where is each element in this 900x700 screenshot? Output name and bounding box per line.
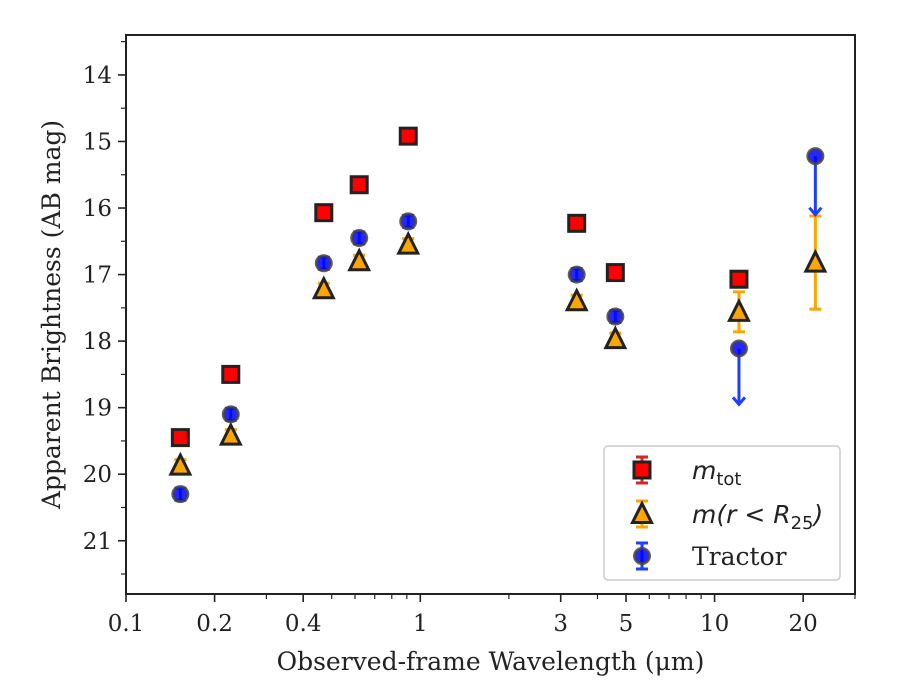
data-point-mtot <box>221 364 241 384</box>
x-tick-label: 0.1 <box>108 611 145 637</box>
y-tick-label: 15 <box>83 129 112 155</box>
legend-entry-tractor: Tractor <box>633 541 787 571</box>
y-tick-label: 20 <box>83 462 112 488</box>
y-tick-label: 17 <box>83 263 112 289</box>
x-tick-label: 1 <box>413 611 428 637</box>
legend-box <box>603 445 841 581</box>
legend-label: Tractor <box>692 542 787 571</box>
upper-limit-arrow <box>731 396 747 407</box>
data-point-mtot <box>729 269 749 289</box>
x-axis-label: Observed-frame Wavelength (μm) <box>277 647 705 676</box>
data-point-mtot <box>605 263 625 283</box>
series-tractor <box>171 147 825 504</box>
plot-area <box>168 126 828 504</box>
x-tick-label: 20 <box>789 611 818 637</box>
x-tick-label: 0.4 <box>285 611 322 637</box>
y-tick-label: 18 <box>83 329 112 355</box>
data-point-mr25 <box>347 247 372 272</box>
series-mr25 <box>168 214 828 476</box>
data-point-mr25 <box>564 287 589 312</box>
data-point-mr25 <box>311 275 336 300</box>
data-point-tractor <box>806 147 825 166</box>
axes: 0.1 0.2 0.4 1 3 5 10 20 14 15 16 17 18 19 20 21 <box>83 34 856 637</box>
data-point-tractor <box>171 485 190 504</box>
x-tick-label: 10 <box>700 611 729 637</box>
data-point-mtot <box>314 203 334 223</box>
series-mtot <box>170 126 749 448</box>
data-point-tractor <box>729 339 748 358</box>
y-tick-label: 14 <box>83 63 112 89</box>
data-point-tractor <box>350 228 369 247</box>
plot-frame <box>125 34 856 595</box>
data-point-tractor <box>399 212 418 231</box>
y-tick-label: 16 <box>83 196 112 222</box>
data-point-mtot <box>567 213 587 233</box>
data-point-tractor <box>567 265 586 284</box>
x-tick-label: 5 <box>619 611 634 637</box>
x-tick-label: 3 <box>553 611 568 637</box>
y-axis-label: Apparent Brightness (AB mag) <box>37 120 66 510</box>
data-point-mr25 <box>396 230 421 255</box>
data-point-mtot <box>349 175 369 195</box>
data-point-mr25 <box>168 451 193 476</box>
data-point-mr25 <box>603 325 628 350</box>
x-tick-label: 0.2 <box>196 611 233 637</box>
data-point-mr25 <box>803 248 828 273</box>
y-tick-label: 21 <box>83 529 112 555</box>
data-point-tractor <box>221 405 240 424</box>
data-point-tractor <box>606 307 625 326</box>
data-point-mtot <box>398 126 418 146</box>
legend-marker-mtot <box>632 460 652 480</box>
data-point-mr25 <box>218 421 243 446</box>
upper-limit-arrow <box>808 206 823 217</box>
data-point-tractor <box>314 254 333 273</box>
legend-marker-mr25 <box>630 500 654 524</box>
y-tick-label: 19 <box>83 396 112 422</box>
legend-marker-tractor <box>633 547 651 565</box>
data-point-mr25 <box>727 297 751 322</box>
data-point-mtot <box>170 428 190 448</box>
